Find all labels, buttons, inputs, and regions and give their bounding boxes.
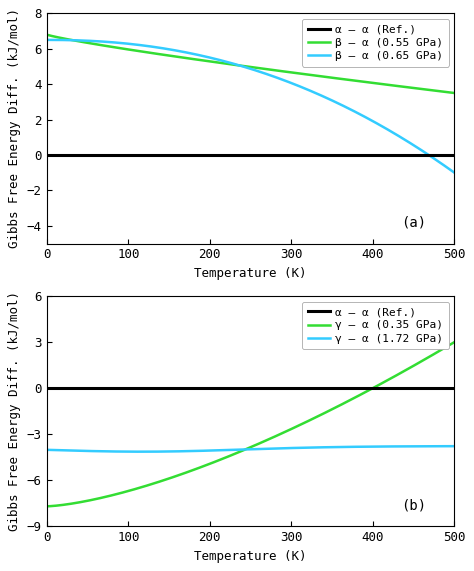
β – α (0.65 GPa)	[324, 95, 329, 102]
Line: γ – α (1.72 GPa): γ – α (1.72 GPa)	[47, 446, 455, 452]
α – α (Ref.)	[362, 385, 367, 392]
β – α (0.55 GPa)	[362, 78, 367, 85]
β – α (0.55 GPa)	[44, 31, 50, 38]
α – α (Ref.)	[369, 151, 375, 158]
α – α (Ref.)	[209, 385, 214, 392]
α – α (Ref.)	[223, 385, 229, 392]
α – α (Ref.)	[85, 151, 91, 158]
γ – α (0.35 GPa)	[209, 460, 214, 467]
β – α (0.65 GPa)	[85, 37, 91, 44]
Text: (a): (a)	[401, 216, 427, 230]
β – α (0.65 GPa)	[452, 169, 457, 176]
β – α (0.65 GPa)	[223, 58, 229, 65]
Line: γ – α (0.35 GPa): γ – α (0.35 GPa)	[47, 342, 455, 506]
γ – α (1.72 GPa)	[370, 443, 375, 450]
γ – α (0.35 GPa)	[44, 503, 50, 510]
β – α (0.65 GPa)	[369, 117, 375, 124]
X-axis label: Temperature (K): Temperature (K)	[194, 550, 307, 562]
β – α (0.55 GPa)	[452, 90, 457, 96]
Legend: α – α (Ref.), γ – α (0.35 GPa), γ – α (1.72 GPa): α – α (Ref.), γ – α (0.35 GPa), γ – α (1…	[302, 301, 449, 349]
β – α (0.55 GPa)	[369, 79, 375, 86]
γ – α (1.72 GPa)	[452, 443, 457, 449]
Y-axis label: Gibbs Free Energy Diff. (kJ/mol): Gibbs Free Energy Diff. (kJ/mol)	[9, 9, 21, 248]
γ – α (1.72 GPa)	[85, 448, 91, 455]
Y-axis label: Gibbs Free Energy Diff. (kJ/mol): Gibbs Free Energy Diff. (kJ/mol)	[9, 291, 21, 531]
α – α (Ref.)	[362, 151, 367, 158]
β – α (0.55 GPa)	[324, 74, 329, 81]
β – α (0.55 GPa)	[85, 39, 91, 46]
α – α (Ref.)	[85, 385, 91, 392]
Text: (b): (b)	[401, 498, 427, 512]
Line: β – α (0.55 GPa): β – α (0.55 GPa)	[47, 35, 455, 93]
X-axis label: Temperature (K): Temperature (K)	[194, 267, 307, 280]
γ – α (0.35 GPa)	[324, 408, 329, 415]
γ – α (1.72 GPa)	[362, 443, 368, 450]
α – α (Ref.)	[452, 151, 457, 158]
α – α (Ref.)	[324, 151, 329, 158]
α – α (Ref.)	[44, 151, 50, 158]
α – α (Ref.)	[324, 385, 329, 392]
β – α (0.65 GPa)	[209, 55, 214, 62]
γ – α (0.35 GPa)	[369, 385, 375, 392]
γ – α (1.72 GPa)	[209, 447, 215, 454]
γ – α (0.35 GPa)	[85, 497, 91, 504]
γ – α (0.35 GPa)	[452, 339, 457, 345]
γ – α (1.72 GPa)	[224, 447, 229, 453]
γ – α (0.35 GPa)	[223, 454, 229, 461]
Line: β – α (0.65 GPa): β – α (0.65 GPa)	[47, 40, 455, 172]
γ – α (1.72 GPa)	[324, 444, 330, 451]
α – α (Ref.)	[44, 385, 50, 392]
β – α (0.65 GPa)	[44, 37, 50, 43]
β – α (0.55 GPa)	[209, 58, 214, 65]
α – α (Ref.)	[223, 151, 229, 158]
Legend: α – α (Ref.), β – α (0.55 GPa), β – α (0.65 GPa): α – α (Ref.), β – α (0.55 GPa), β – α (0…	[302, 19, 449, 67]
α – α (Ref.)	[209, 151, 214, 158]
β – α (0.65 GPa)	[362, 113, 367, 120]
α – α (Ref.)	[452, 385, 457, 392]
γ – α (1.72 GPa)	[139, 448, 145, 455]
γ – α (0.35 GPa)	[362, 389, 367, 396]
γ – α (1.72 GPa)	[44, 447, 50, 453]
α – α (Ref.)	[369, 385, 375, 392]
β – α (0.55 GPa)	[223, 61, 229, 67]
